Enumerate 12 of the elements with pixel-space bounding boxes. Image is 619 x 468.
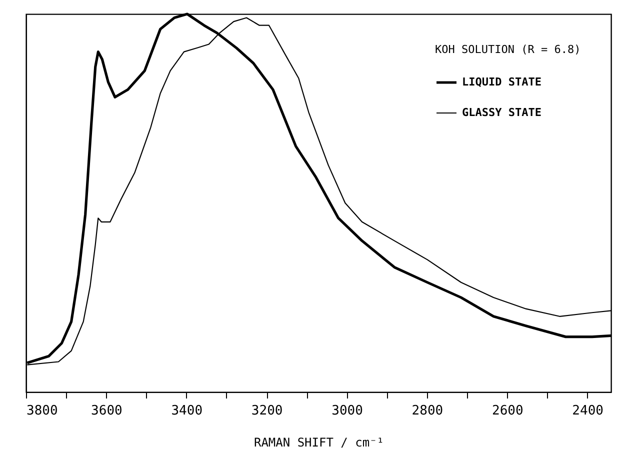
x-tick-label: 2600 [492, 404, 524, 418]
x-tick-label: 3400 [171, 404, 203, 418]
x-tick-label: 3200 [251, 404, 283, 418]
x-tick-label: 2800 [412, 404, 444, 418]
legend-label: GLASSY STATE [462, 106, 542, 119]
x-tick-label: 3800 [26, 404, 58, 418]
x-tick-label: 3000 [332, 404, 363, 418]
legend-title: KOH SOLUTION (R = 6.8) [435, 43, 581, 56]
legend-label: LIQUID STATE [462, 76, 542, 88]
x-tick-label: 2400 [572, 404, 604, 418]
x-axis-title: RAMAN SHIFT / cm⁻¹ [254, 436, 384, 450]
x-tick-label: 3600 [91, 404, 122, 418]
